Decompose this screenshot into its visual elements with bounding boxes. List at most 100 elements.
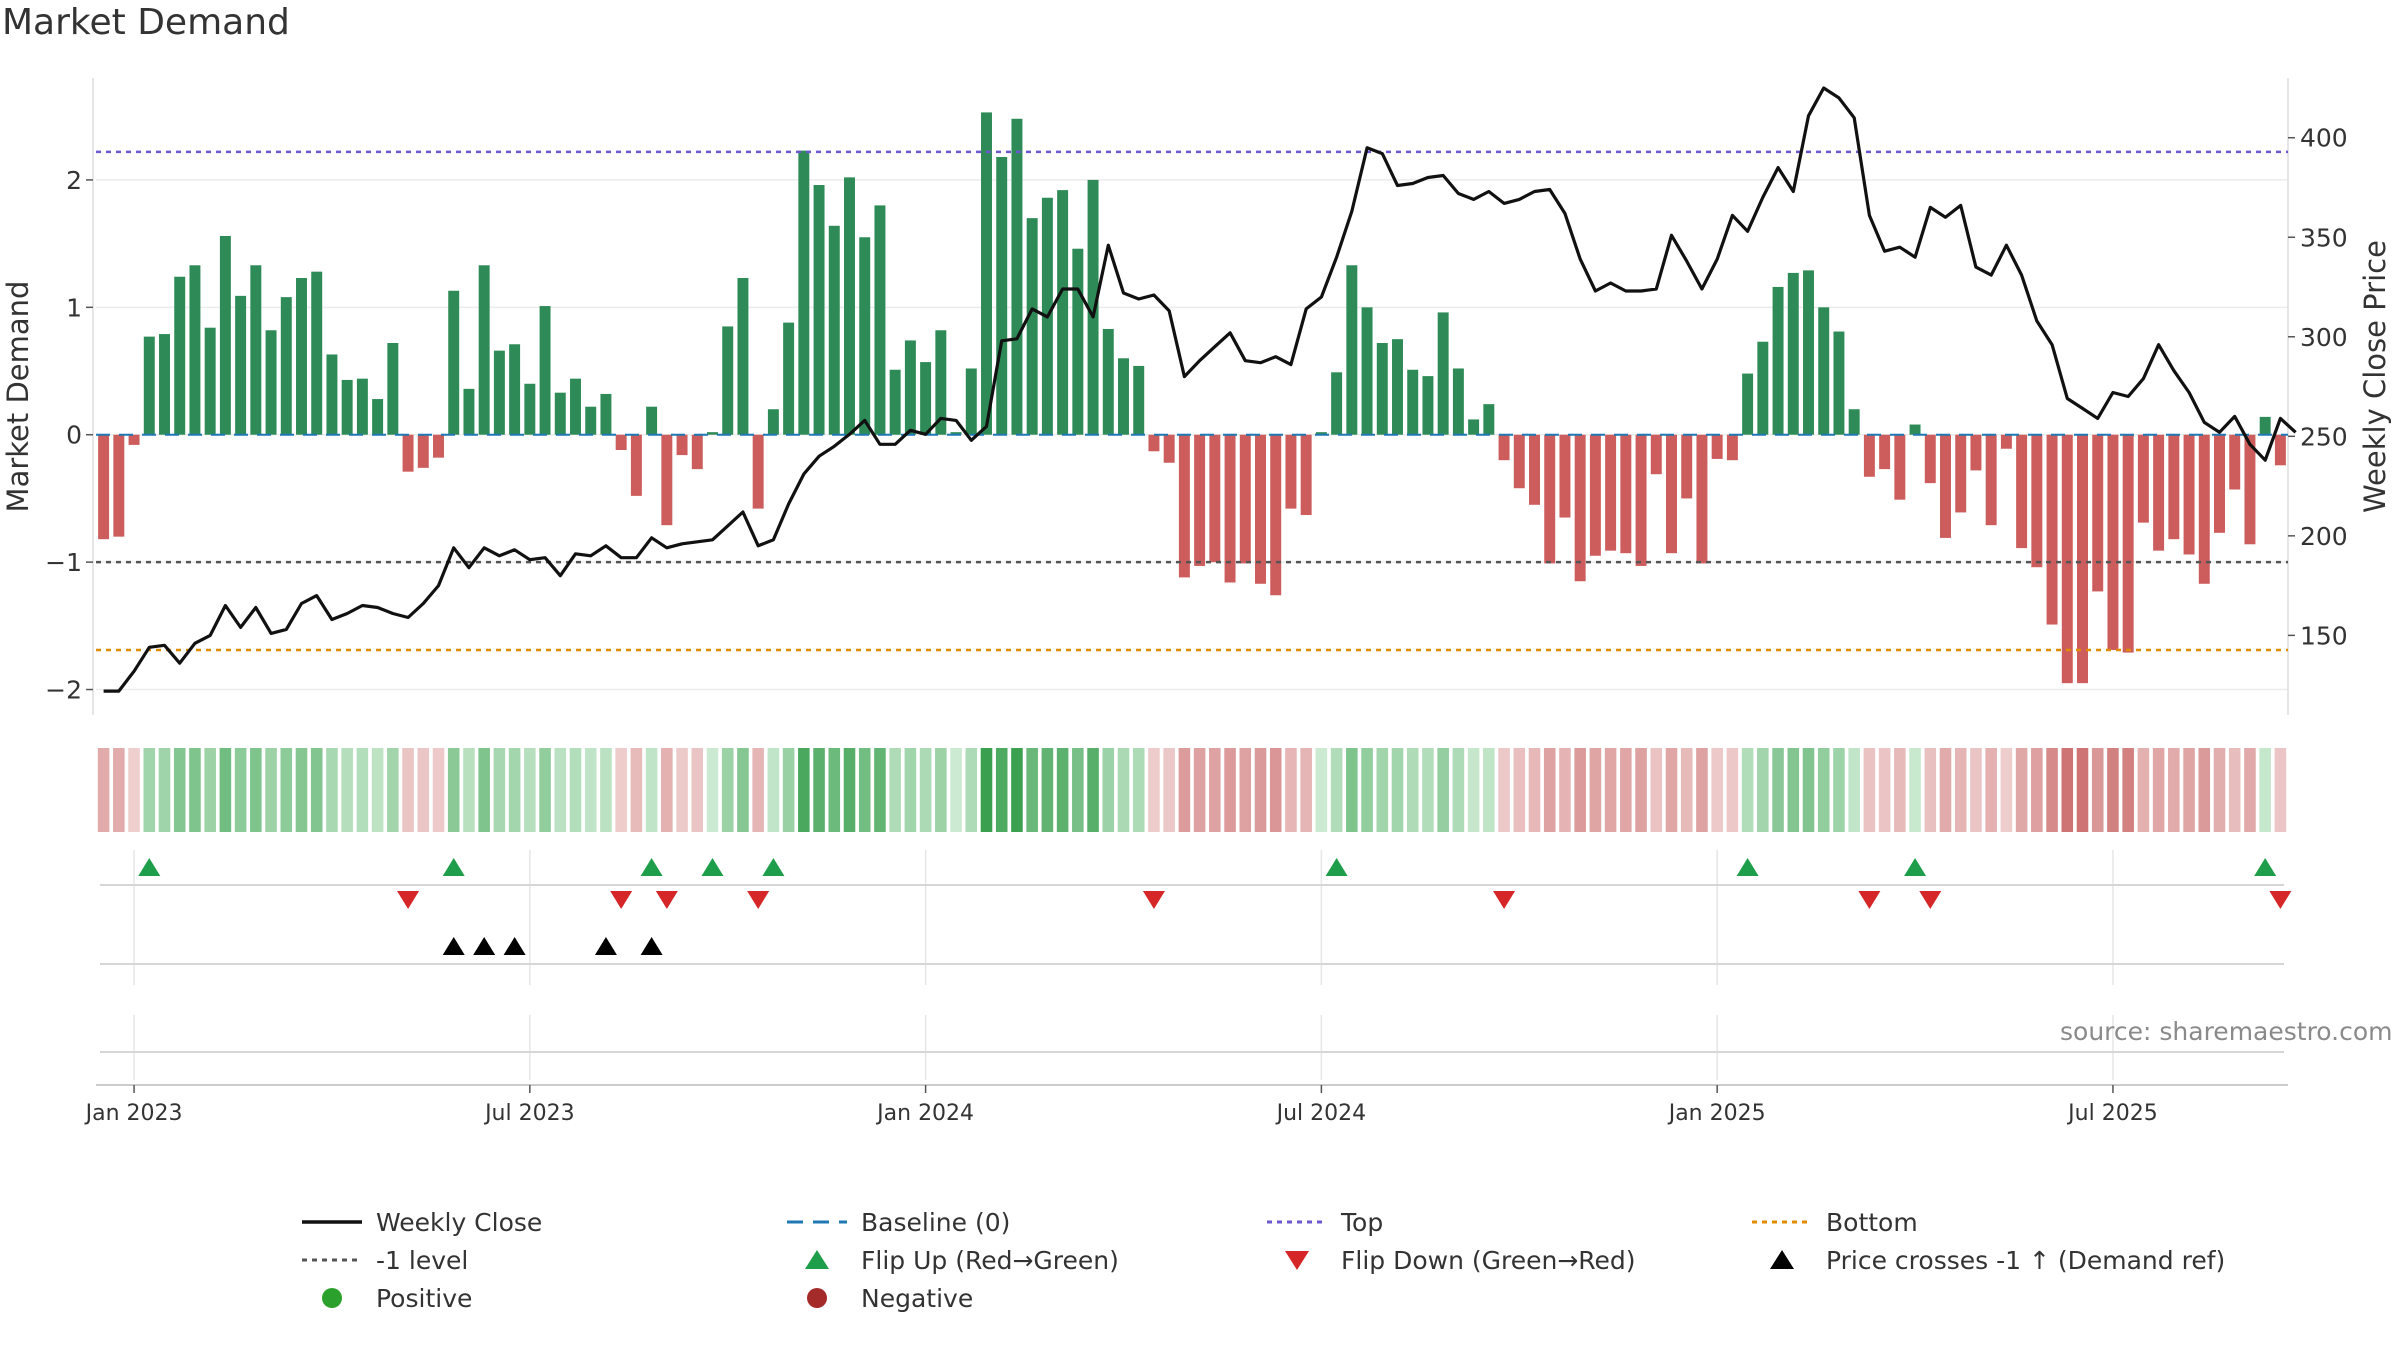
heat-cell [584,748,597,832]
demand-bar [737,278,749,435]
heat-cell [341,748,353,832]
legend-symbol [1265,1207,1329,1237]
heat-cell [554,748,567,832]
heat-cell [2076,748,2089,832]
heat-cell [1148,748,1160,832]
heat-cell [1269,748,1282,832]
legend-label: Negative [861,1283,974,1313]
heat-cell [1543,748,1556,832]
demand-bar [691,434,703,470]
demand-bar [935,330,947,435]
heat-cell [1056,748,1069,832]
heat-cell [2213,748,2226,832]
legend-symbol [300,1245,364,1275]
y2-tick-label: 150 [2300,621,2348,650]
heat-cell [113,748,125,832]
x-tick-label: Jul 2024 [1275,1101,1367,1126]
demand-bar [448,290,460,435]
heat-cell [1041,748,1054,832]
legend-symbol [785,1207,849,1237]
demand-bar [2016,434,2028,549]
demand-bar [1118,358,1129,435]
demand-bar [1452,368,1464,435]
y2-tick-label: 350 [2300,223,2348,252]
flip-up-marker [2254,858,2277,876]
heat-cell [1163,748,1175,832]
demand-bar [113,434,125,537]
demand-bar [1468,419,1480,435]
heat-cell [1072,748,1084,832]
heat-cell [1254,748,1267,832]
heat-cell [2168,748,2180,832]
demand-bar [417,434,429,468]
heat-cell [1909,748,1921,832]
legend-item: Flip Down (Green→Red) [1265,1243,1636,1277]
heat-cell [447,748,460,832]
demand-bar [174,276,186,435]
demand-bar [2061,434,2073,684]
demand-bar [2077,434,2088,684]
heat-cell [1954,748,1967,832]
demand-bar [950,432,962,435]
heat-cell [1878,748,1891,832]
x-tick-label: Jul 2025 [2066,1101,2158,1126]
heat-cell [1635,748,1647,832]
heat-cell [782,748,795,832]
flip-down-marker [1142,891,1165,909]
heat-cell [1772,748,1784,832]
heat-cell [250,748,262,832]
heat-cell [1665,748,1678,832]
heat-cell [615,748,627,832]
demand-bar [1133,365,1145,435]
demand-bar [1194,434,1206,566]
cross-up-marker [503,937,526,955]
legend-item: Flip Up (Red→Green) [785,1243,1119,1277]
demand-bar [1955,434,1967,513]
demand-bar [1924,434,1936,484]
demand-bar [1711,434,1723,459]
demand-bar [2137,434,2149,523]
heat-cell [1970,748,1982,832]
demand-bar [189,265,201,435]
demand-bar [1315,432,1327,435]
heat-cell [1026,748,1038,832]
heat-cell [1467,748,1480,832]
heat-cell [234,748,247,832]
demand-bar [2046,434,2058,625]
demand-bar [1285,434,1297,509]
heat-cell [2152,748,2165,832]
heat-cell [661,748,673,832]
legend-label: Flip Down (Green→Red) [1341,1245,1636,1275]
demand-bar [2183,434,2195,555]
heat-cell [2183,748,2195,832]
heat-cell [813,748,825,832]
heat-cell [371,748,384,832]
demand-bar [235,295,247,435]
heat-cell [904,748,917,832]
heat-cell [919,748,932,832]
demand-bar [204,327,216,435]
heat-cell [173,748,186,832]
flip-down-marker [655,891,678,909]
demand-bar [1163,434,1175,463]
market-demand-chart: −2 −1 0 1 2 150 200 250 300 350 400 Market Demand We… [1,78,2392,1126]
flip-up-marker [1904,858,1927,876]
heat-cell [874,748,886,832]
demand-bar [2000,434,2012,449]
flip-down-marker [747,891,770,909]
demand-bar [1072,248,1084,435]
demand-bar [1392,339,1403,435]
heat-cell [1361,748,1373,832]
demand-bar [554,392,566,435]
flip-down-marker [397,891,420,909]
heat-cell [1315,748,1328,832]
heat-cell [1833,748,1845,832]
demand-bar [1620,434,1632,554]
heat-cell [1239,748,1252,832]
legend-symbol [785,1245,849,1275]
heat-cell [265,748,277,832]
demand-bar [341,379,353,435]
heat-cell [1528,748,1541,832]
demand-bar [752,434,764,509]
heat-cell [2000,748,2013,832]
